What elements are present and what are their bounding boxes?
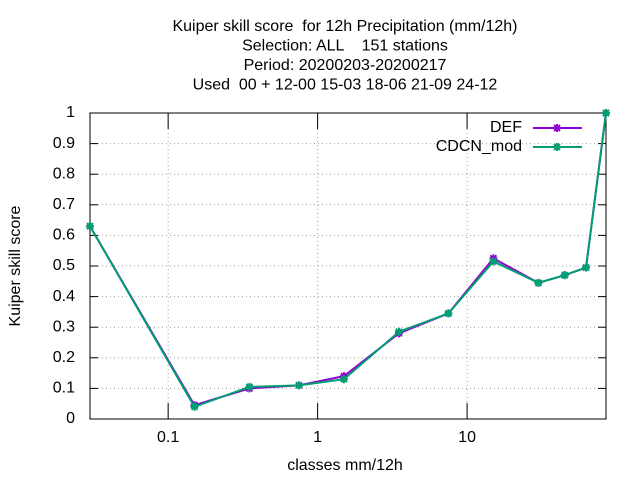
y-tick-label: 0.3 — [53, 318, 75, 335]
x-tick-label: 10 — [458, 429, 476, 446]
series-line — [89, 112, 607, 408]
y-tick-label: 0.4 — [53, 288, 75, 305]
x-axis-label: classes mm/12h — [287, 457, 403, 474]
legend-label: DEF — [490, 119, 522, 136]
marker — [553, 143, 561, 151]
marker — [444, 309, 453, 318]
plot-frame — [89, 112, 607, 420]
marker — [190, 402, 199, 411]
marker — [489, 257, 498, 266]
y-axis-label: Kuiper skill score — [7, 205, 24, 326]
marker — [394, 327, 403, 336]
marker — [534, 278, 543, 287]
y-tick-label: 0.7 — [53, 196, 75, 213]
marker — [245, 382, 254, 391]
x-tick-label: 0.1 — [157, 429, 179, 446]
marker — [294, 381, 303, 390]
y-tick-label: 0 — [66, 410, 75, 427]
y-tick-label: 0.8 — [53, 165, 75, 182]
chart-title: Used 00 + 12-00 15-03 18-06 21-09 24-12 — [193, 77, 498, 94]
y-tick-label: 0.9 — [53, 135, 75, 152]
marker — [602, 109, 610, 117]
chart-title: Selection: ALL 151 stations — [242, 38, 448, 55]
y-tick-label: 0.2 — [53, 349, 75, 366]
marker — [560, 271, 569, 280]
chart-title: Kuiper skill score for 12h Precipitation… — [172, 18, 517, 35]
marker — [553, 124, 561, 132]
y-tick-label: 0.1 — [53, 380, 75, 397]
marker — [582, 263, 591, 272]
chart-title: Period: 20200203-20200217 — [244, 57, 447, 74]
y-tick-label: 0.6 — [53, 227, 75, 244]
legend-label: CDCN_mod — [436, 138, 522, 155]
marker — [86, 222, 94, 231]
marker — [339, 375, 348, 384]
x-tick-label: 1 — [313, 429, 322, 446]
y-tick-label: 0.5 — [53, 257, 75, 274]
y-tick-label: 1 — [66, 104, 75, 121]
